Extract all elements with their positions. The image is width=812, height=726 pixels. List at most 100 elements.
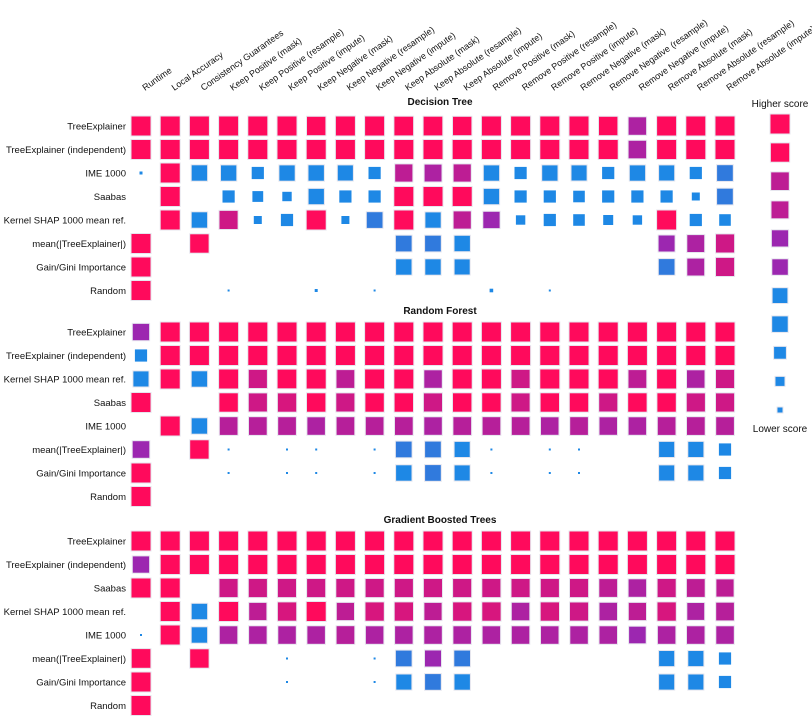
heatmap-cell (490, 472, 493, 474)
heatmap-cell (335, 625, 356, 645)
heatmap-cell (276, 554, 298, 575)
legend-swatch (771, 315, 789, 333)
heatmap-cell (373, 681, 376, 683)
heatmap-cell (139, 171, 143, 175)
heatmap-cell (159, 554, 181, 575)
heatmap-cell (364, 416, 385, 436)
heatmap-cell (597, 139, 619, 160)
heatmap-cell (423, 369, 443, 389)
heatmap-cell (481, 392, 502, 413)
heatmap-cell (190, 164, 209, 182)
heatmap-cell (422, 345, 444, 366)
heatmap-cell (715, 392, 736, 413)
row-label: IME 1000 (85, 631, 126, 642)
heatmap-cell (247, 554, 269, 575)
heatmap-cell (480, 530, 502, 552)
heatmap-cell (715, 368, 736, 389)
heatmap-cell (480, 345, 502, 366)
heatmap-cell (685, 139, 707, 160)
heatmap-cell (685, 530, 707, 552)
heatmap-cell (656, 625, 677, 645)
heatmap-cell (626, 321, 648, 343)
heatmap-cell (286, 448, 288, 451)
heatmap-cell (393, 392, 415, 413)
heatmap-cell (543, 190, 556, 203)
heatmap-cell (188, 345, 210, 366)
heatmap-cell (568, 530, 590, 552)
heatmap-cell (597, 530, 619, 552)
heatmap-cell (130, 115, 152, 137)
heatmap-cell (306, 578, 327, 599)
heatmap-cell (510, 139, 532, 160)
heatmap-cell (251, 166, 264, 180)
heatmap-cell (188, 139, 210, 160)
heatmap-cell (364, 578, 385, 599)
heatmap-cell (190, 602, 209, 621)
heatmap-cell (548, 472, 551, 474)
heatmap-cell (452, 625, 472, 645)
heatmap-cell (247, 392, 268, 413)
heatmap-cell (453, 440, 471, 458)
heatmap-cell (452, 115, 473, 137)
heatmap-cell (307, 164, 325, 182)
heatmap-cell (218, 392, 239, 413)
heatmap-cell (451, 186, 473, 207)
heatmap-cell (452, 601, 473, 622)
heatmap-cell (368, 190, 381, 203)
heatmap-cell (481, 578, 502, 599)
heatmap-cell (718, 466, 732, 480)
heatmap-cell (539, 115, 561, 137)
heatmap-cell (452, 163, 472, 183)
row-label: TreeExplainer (independent) (6, 145, 126, 156)
heatmap-cell (227, 448, 230, 451)
heatmap-cell (451, 554, 473, 575)
heatmap-cell (422, 139, 444, 160)
heatmap-cell (131, 440, 151, 459)
heatmap-cell (568, 115, 590, 137)
heatmap-cell (335, 369, 356, 389)
row-label: IME 1000 (85, 422, 126, 433)
heatmap-cell (364, 139, 386, 160)
heatmap-cell (510, 392, 531, 413)
heatmap-cell (510, 345, 532, 366)
heatmap-cell (540, 625, 560, 645)
heatmap-cell (687, 440, 705, 458)
heatmap-cell (218, 625, 239, 645)
heatmap-cell (276, 601, 298, 622)
heatmap-cell (365, 211, 384, 229)
legend-swatch (770, 171, 790, 191)
heatmap-cell (453, 673, 471, 691)
heatmap-cell (424, 211, 442, 229)
heatmap-cell (247, 530, 269, 552)
heatmap-cell (718, 443, 732, 456)
heatmap-cell (247, 139, 269, 160)
heatmap-cell (159, 186, 181, 207)
heatmap-cell (510, 530, 532, 552)
row-label: TreeExplainer (independent) (6, 351, 126, 362)
heatmap-cell (130, 695, 152, 716)
heatmap-cell (424, 649, 442, 668)
heatmap-cell (539, 530, 561, 552)
heatmap-cell (656, 554, 678, 575)
heatmap-cell (189, 439, 210, 460)
heatmap-cell (248, 625, 268, 645)
heatmap-cell (373, 472, 376, 474)
row-label: IME 1000 (85, 169, 126, 180)
heatmap-cell (453, 464, 471, 482)
legend-swatch (774, 375, 786, 387)
heatmap-cell (626, 345, 648, 366)
heatmap-cell (598, 115, 619, 137)
heatmap-cell (218, 321, 240, 343)
heatmap-cell (247, 115, 269, 137)
heatmap-cell (306, 115, 327, 137)
heatmap-cell (395, 673, 413, 691)
heatmap-cell (248, 601, 268, 622)
heatmap-cell (539, 578, 560, 599)
heatmap-cell (539, 601, 561, 622)
heatmap-cell (130, 392, 152, 413)
heatmap-cell (627, 578, 648, 598)
heatmap-cell (627, 369, 648, 389)
heatmap-cell (393, 321, 415, 343)
heatmap-cell (656, 321, 678, 343)
heatmap-cell (510, 368, 531, 389)
